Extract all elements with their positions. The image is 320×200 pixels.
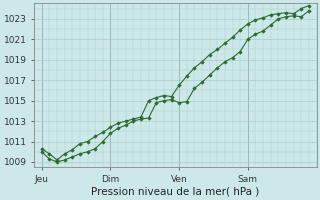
X-axis label: Pression niveau de la mer( hPa ): Pression niveau de la mer( hPa ) [91, 187, 260, 197]
